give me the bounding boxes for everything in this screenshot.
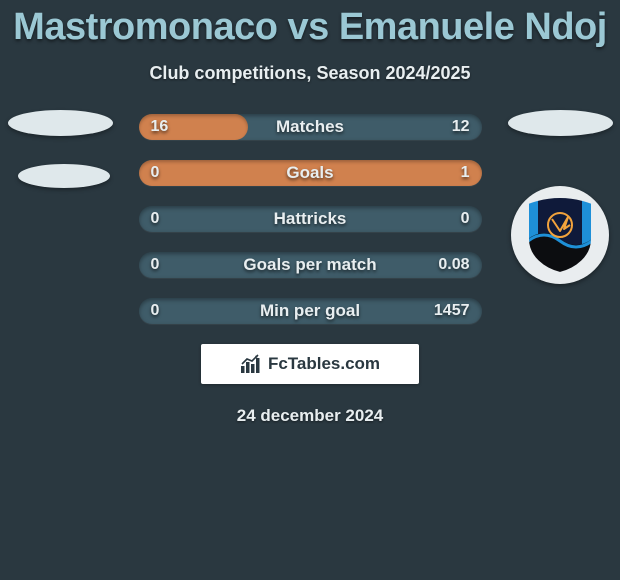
watermark: FcTables.com — [201, 344, 419, 384]
watermark-text: FcTables.com — [268, 354, 380, 374]
placeholder-ellipse — [508, 110, 613, 136]
stat-value-right: 1 — [461, 160, 470, 186]
shield-icon — [524, 195, 596, 275]
stat-row: 0Goals1 — [139, 160, 482, 186]
stat-label: Hattricks — [139, 206, 482, 232]
stat-value-right: 0 — [461, 206, 470, 232]
stat-value-right: 1457 — [434, 298, 470, 324]
left-player-badges — [0, 110, 120, 216]
stat-label: Matches — [139, 114, 482, 140]
stat-value-right: 0.08 — [438, 252, 469, 278]
stat-row: 16Matches12 — [139, 114, 482, 140]
right-player-badges — [500, 110, 620, 284]
placeholder-ellipse — [18, 164, 110, 188]
stat-label: Min per goal — [139, 298, 482, 324]
subtitle: Club competitions, Season 2024/2025 — [0, 63, 620, 84]
date-text: 24 december 2024 — [0, 406, 620, 426]
stat-row: 0Min per goal1457 — [139, 298, 482, 324]
stat-row: 0Hattricks0 — [139, 206, 482, 232]
page-title: Mastromonaco vs Emanuele Ndoj — [0, 0, 620, 49]
stat-label: Goals — [139, 160, 482, 186]
club-badge-latina — [511, 186, 609, 284]
stat-row: 0Goals per match0.08 — [139, 252, 482, 278]
chart-icon — [240, 354, 262, 374]
stat-label: Goals per match — [139, 252, 482, 278]
placeholder-ellipse — [8, 110, 113, 136]
stat-value-right: 12 — [452, 114, 470, 140]
